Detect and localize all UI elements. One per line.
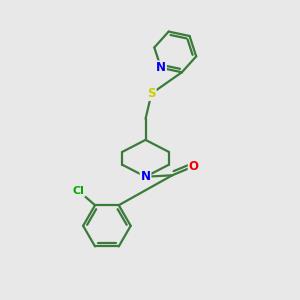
Text: S: S xyxy=(147,87,156,100)
Text: N: N xyxy=(140,170,151,183)
Text: N: N xyxy=(156,61,166,74)
Text: O: O xyxy=(189,160,199,173)
Text: Cl: Cl xyxy=(73,186,85,196)
